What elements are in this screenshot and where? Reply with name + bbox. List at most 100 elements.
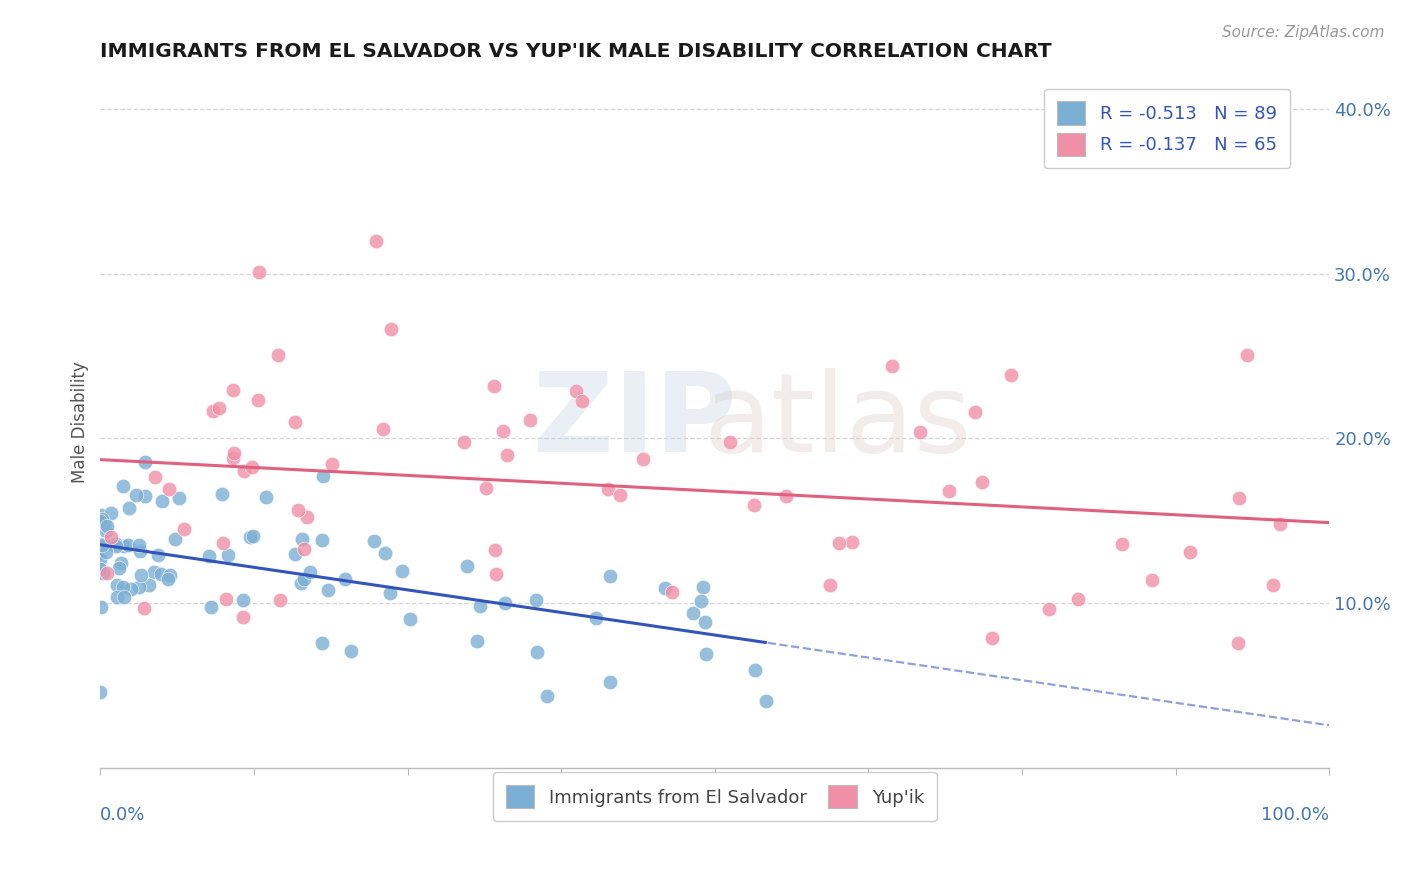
Point xyxy=(291,532,314,546)
Point xyxy=(222,450,245,465)
Point xyxy=(596,482,619,496)
Point xyxy=(105,590,128,604)
Point xyxy=(128,538,150,552)
Point xyxy=(267,348,290,362)
Point xyxy=(682,606,704,620)
Point xyxy=(232,610,254,624)
Point xyxy=(159,567,181,582)
Point xyxy=(89,514,111,528)
Point xyxy=(93,516,115,530)
Point xyxy=(150,566,173,581)
Point xyxy=(201,403,224,417)
Point xyxy=(1227,636,1250,650)
Point xyxy=(222,384,245,398)
Point xyxy=(880,359,903,374)
Point xyxy=(1236,348,1258,362)
Point xyxy=(93,566,115,580)
Point xyxy=(165,532,187,546)
Point xyxy=(290,575,312,590)
Point xyxy=(571,393,593,408)
Point xyxy=(89,546,111,560)
Point xyxy=(391,564,413,578)
Point xyxy=(145,470,167,484)
Point xyxy=(1178,545,1201,559)
Point xyxy=(1000,368,1022,383)
Point xyxy=(828,536,851,550)
Point xyxy=(775,489,797,503)
Point xyxy=(565,384,588,398)
Point xyxy=(100,531,122,545)
Point xyxy=(378,586,401,600)
Point xyxy=(693,615,716,629)
Point xyxy=(333,572,356,586)
Point xyxy=(1140,574,1163,588)
Point xyxy=(1268,516,1291,531)
Point xyxy=(482,378,505,392)
Point xyxy=(744,663,766,677)
Point xyxy=(173,523,195,537)
Point xyxy=(269,593,291,607)
Point xyxy=(197,549,219,563)
Point xyxy=(311,533,333,548)
Point xyxy=(100,506,122,520)
Point xyxy=(91,512,114,526)
Point xyxy=(284,547,307,561)
Point xyxy=(1066,592,1088,607)
Point xyxy=(112,590,135,604)
Point xyxy=(105,539,128,553)
Point xyxy=(90,537,112,551)
Point xyxy=(94,524,117,539)
Point xyxy=(312,469,335,483)
Point xyxy=(970,475,993,489)
Point xyxy=(292,572,315,586)
Point xyxy=(536,689,558,703)
Point xyxy=(240,460,263,475)
Point xyxy=(494,596,516,610)
Point xyxy=(134,601,156,615)
Point xyxy=(232,464,254,478)
Point xyxy=(112,479,135,493)
Point xyxy=(284,415,307,429)
Legend: Immigrants from El Salvador, Yup'ik: Immigrants from El Salvador, Yup'ik xyxy=(494,772,936,821)
Point xyxy=(495,448,517,462)
Point xyxy=(908,425,931,440)
Point xyxy=(90,562,112,576)
Point xyxy=(138,578,160,592)
Point xyxy=(94,544,117,558)
Point xyxy=(311,636,333,650)
Point xyxy=(965,405,987,419)
Point xyxy=(380,322,402,336)
Point xyxy=(1261,578,1284,592)
Point xyxy=(981,631,1004,645)
Point xyxy=(90,538,112,552)
Point xyxy=(247,393,270,408)
Point xyxy=(222,446,245,460)
Point xyxy=(690,593,713,607)
Point xyxy=(468,599,491,613)
Point xyxy=(143,565,166,579)
Point xyxy=(211,487,233,501)
Point xyxy=(156,572,179,586)
Point xyxy=(661,584,683,599)
Point xyxy=(287,503,309,517)
Point xyxy=(453,434,475,449)
Point xyxy=(207,401,229,415)
Point xyxy=(146,548,169,562)
Text: 0.0%: 0.0% xyxy=(100,805,146,823)
Point xyxy=(120,582,142,596)
Point xyxy=(89,551,111,566)
Point xyxy=(755,694,778,708)
Point xyxy=(599,674,621,689)
Point xyxy=(465,634,488,648)
Point xyxy=(167,491,190,505)
Point xyxy=(316,583,339,598)
Point xyxy=(215,591,238,606)
Point xyxy=(1111,536,1133,550)
Point xyxy=(232,593,254,607)
Point xyxy=(217,548,239,562)
Point xyxy=(654,581,676,595)
Point xyxy=(524,592,547,607)
Point xyxy=(110,556,132,570)
Point xyxy=(128,581,150,595)
Point xyxy=(374,547,396,561)
